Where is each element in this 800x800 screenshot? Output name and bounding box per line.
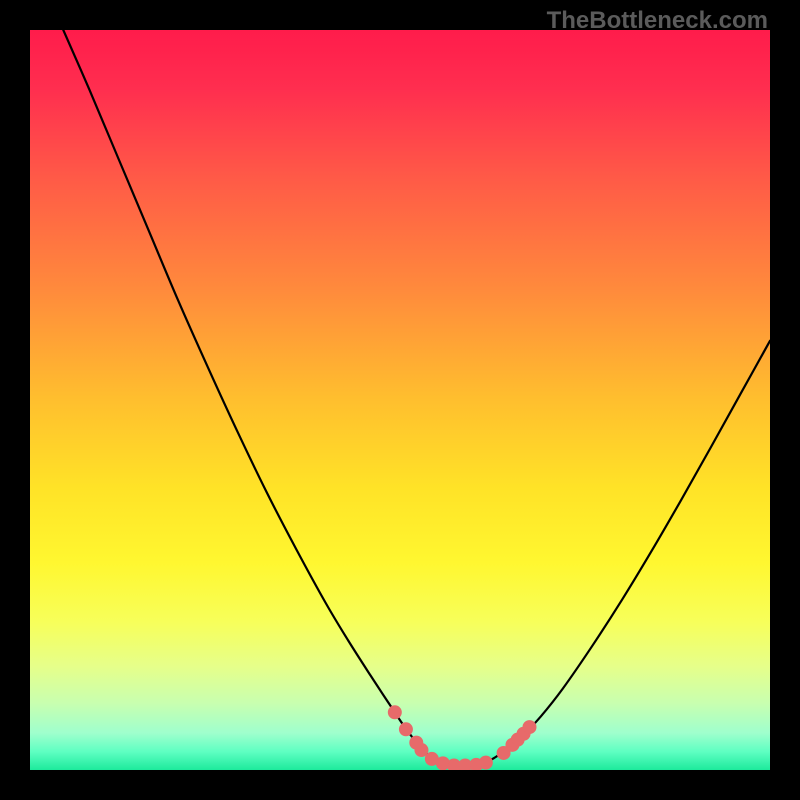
watermark-text: TheBottleneck.com [547,7,768,35]
chart-root: TheBottleneck.com [0,0,800,800]
data-marker [479,756,492,769]
marker-group [388,706,536,772]
data-marker [523,721,536,734]
data-marker [399,723,412,736]
data-marker [415,744,428,757]
marker-layer [0,0,800,800]
data-marker [388,706,401,719]
